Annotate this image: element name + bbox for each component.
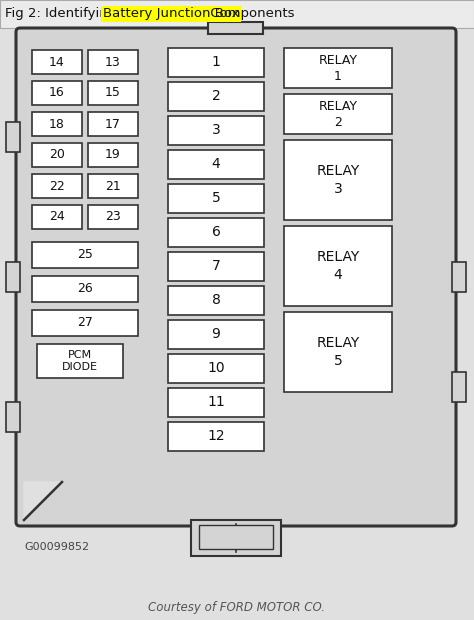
Polygon shape [24, 482, 62, 520]
Text: RELAY
5: RELAY 5 [316, 336, 360, 368]
Text: Courtesy of FORD MOTOR CO.: Courtesy of FORD MOTOR CO. [148, 601, 326, 614]
Text: 7: 7 [211, 260, 220, 273]
Bar [199, 525, 273, 549]
Text: 8: 8 [211, 293, 220, 308]
Text: 10: 10 [207, 361, 225, 376]
Bar [168, 48, 264, 77]
Bar [37, 344, 123, 378]
Text: 16: 16 [49, 87, 65, 99]
Bar [32, 50, 82, 74]
Text: 3: 3 [211, 123, 220, 138]
Bar [168, 252, 264, 281]
Text: 23: 23 [105, 211, 121, 223]
Bar [168, 184, 264, 213]
Text: 24: 24 [49, 211, 65, 223]
Bar [168, 320, 264, 349]
Bar [168, 354, 264, 383]
Bar [32, 174, 82, 198]
Text: Battery Junction Box: Battery Junction Box [103, 7, 239, 20]
Bar [32, 205, 82, 229]
Text: RELAY
1: RELAY 1 [319, 53, 357, 82]
Text: 20: 20 [49, 149, 65, 161]
Bar [284, 312, 392, 392]
Bar [88, 50, 138, 74]
Bar [168, 388, 264, 417]
Bar [6, 262, 20, 292]
Text: 17: 17 [105, 118, 121, 130]
Bar [191, 520, 281, 556]
Text: 25: 25 [77, 249, 93, 262]
Text: 18: 18 [49, 118, 65, 130]
Bar [32, 310, 138, 336]
Bar [284, 48, 392, 88]
Bar [452, 262, 466, 292]
Bar [32, 242, 138, 268]
Text: 5: 5 [211, 192, 220, 205]
Bar [209, 22, 264, 34]
Text: RELAY
3: RELAY 3 [316, 164, 360, 196]
Text: RELAY
2: RELAY 2 [319, 99, 357, 128]
Text: 14: 14 [49, 56, 65, 68]
Text: 19: 19 [105, 149, 121, 161]
Bar [32, 81, 82, 105]
Bar [168, 150, 264, 179]
Text: 26: 26 [77, 283, 93, 296]
Bar [168, 422, 264, 451]
Bar [168, 286, 264, 315]
Text: 22: 22 [49, 180, 65, 192]
Bar [32, 112, 82, 136]
Text: 6: 6 [211, 226, 220, 239]
Bar [88, 81, 138, 105]
Text: G00099852: G00099852 [24, 542, 89, 552]
Text: 2: 2 [211, 89, 220, 104]
Text: 15: 15 [105, 87, 121, 99]
Bar [168, 218, 264, 247]
Text: 4: 4 [211, 157, 220, 172]
Text: 9: 9 [211, 327, 220, 342]
Text: Fig 2: Identifying: Fig 2: Identifying [5, 7, 120, 20]
Text: PCM
DIODE: PCM DIODE [62, 350, 98, 372]
FancyBboxPatch shape [16, 28, 456, 526]
Bar [452, 372, 466, 402]
Bar [88, 112, 138, 136]
Text: 27: 27 [77, 316, 93, 329]
Bar [6, 122, 20, 152]
Text: RELAY
4: RELAY 4 [316, 250, 360, 281]
Bar [284, 140, 392, 220]
Text: 11: 11 [207, 396, 225, 409]
Text: 13: 13 [105, 56, 121, 68]
Text: Components: Components [206, 7, 294, 20]
Text: 12: 12 [207, 430, 225, 443]
Bar [88, 143, 138, 167]
Text: 1: 1 [211, 56, 220, 69]
Bar [32, 143, 82, 167]
Bar [284, 226, 392, 306]
Bar [168, 116, 264, 145]
Bar [168, 82, 264, 111]
Bar [0, 0, 474, 28]
Text: 21: 21 [105, 180, 121, 192]
Bar [88, 174, 138, 198]
Bar [6, 402, 20, 432]
Bar [32, 276, 138, 302]
Bar [88, 205, 138, 229]
Bar [284, 94, 392, 134]
